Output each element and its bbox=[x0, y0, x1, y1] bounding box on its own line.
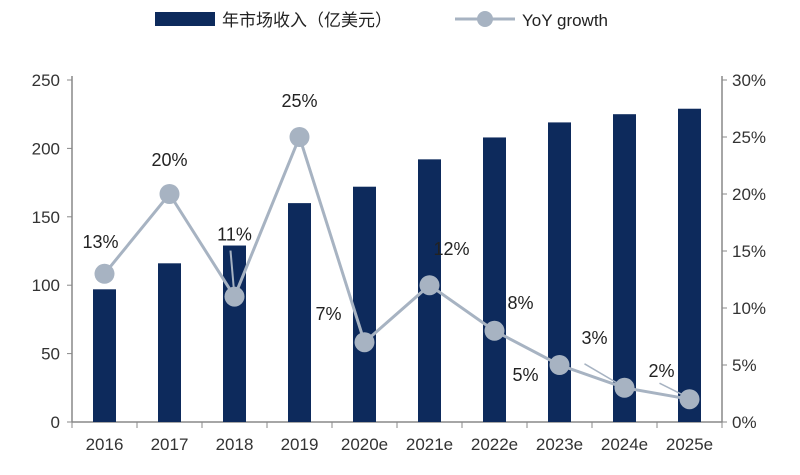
right-tick-label: 25% bbox=[732, 128, 766, 147]
x-tick-label: 2017 bbox=[151, 435, 189, 454]
legend-bar-label: 年市场收入（亿美元） bbox=[222, 11, 392, 30]
growth-data-label: 3% bbox=[581, 328, 607, 348]
legend-line-marker bbox=[477, 11, 493, 27]
x-tick-label: 2019 bbox=[281, 435, 319, 454]
growth-marker-2022e bbox=[484, 320, 505, 341]
x-tick-label: 2021e bbox=[406, 435, 453, 454]
left-tick-label: 250 bbox=[32, 71, 60, 90]
growth-data-label: 8% bbox=[507, 293, 533, 313]
legend: 年市场收入（亿美元） YoY growth bbox=[155, 11, 608, 30]
growth-marker-2024e bbox=[614, 377, 635, 398]
bar-2022e bbox=[483, 137, 506, 422]
growth-polyline bbox=[103, 132, 690, 401]
growth-data-label: 2% bbox=[648, 361, 674, 381]
right-tick-label: 10% bbox=[732, 299, 766, 318]
right-tick-label: 30% bbox=[732, 71, 766, 90]
growth-data-label: 12% bbox=[433, 239, 469, 259]
x-tick-label: 2018 bbox=[216, 435, 254, 454]
bar-2017 bbox=[158, 263, 181, 422]
legend-line-label: YoY growth bbox=[522, 11, 608, 30]
leader-line bbox=[229, 250, 236, 297]
right-tick-label: 15% bbox=[732, 242, 766, 261]
growth-marker-2019 bbox=[289, 127, 310, 147]
left-tick-label: 200 bbox=[32, 139, 60, 158]
left-tick-label: 150 bbox=[32, 208, 60, 227]
right-tick-label: 20% bbox=[732, 185, 766, 204]
bar-2018 bbox=[223, 245, 246, 422]
leader-line bbox=[659, 382, 684, 396]
bar-2024e bbox=[613, 114, 636, 422]
growth-data-label: 5% bbox=[512, 365, 538, 385]
growth-marker-2023e bbox=[549, 355, 570, 375]
leader-line bbox=[584, 363, 619, 385]
growth-marker-2021e bbox=[419, 275, 440, 296]
left-tick-label: 0 bbox=[51, 413, 60, 432]
bar-2019 bbox=[288, 203, 311, 422]
growth-data-label: 13% bbox=[82, 232, 118, 252]
growth-data-label: 7% bbox=[315, 304, 341, 324]
legend-bar-swatch bbox=[155, 12, 215, 26]
growth-marker-2016 bbox=[94, 263, 115, 284]
x-tick-label: 2025e bbox=[666, 435, 713, 454]
growth-data-label: 25% bbox=[281, 91, 317, 111]
growth-line: 13% 20% 11% 25% 7% 12% 8% 5% 3% 2% bbox=[82, 91, 700, 410]
bar-2025e bbox=[678, 108, 701, 422]
left-tick-label: 100 bbox=[32, 276, 60, 295]
x-tick-label: 2022e bbox=[471, 435, 518, 454]
growth-marker-2017 bbox=[159, 184, 180, 204]
growth-marker-2025e bbox=[679, 389, 700, 410]
x-tick-label: 2020e bbox=[341, 435, 388, 454]
growth-data-label: 11% bbox=[217, 225, 252, 245]
left-tick-label: 50 bbox=[41, 345, 60, 364]
right-tick-label: 0% bbox=[732, 413, 757, 432]
axes: 0 50 100 150 200 250 0% 5% 10% 15% 20% 25% 30% 2016 20… bbox=[32, 71, 766, 454]
bar-2023e bbox=[548, 122, 571, 423]
growth-data-label: 20% bbox=[151, 150, 187, 170]
x-tick-label: 2023e bbox=[536, 435, 583, 454]
right-tick-label: 5% bbox=[732, 356, 757, 375]
bar-2016 bbox=[93, 289, 116, 422]
growth-marker-2020e bbox=[354, 332, 375, 353]
x-tick-label: 2024e bbox=[601, 435, 648, 454]
bar-2020e bbox=[353, 186, 376, 422]
x-tick-label: 2016 bbox=[86, 435, 124, 454]
